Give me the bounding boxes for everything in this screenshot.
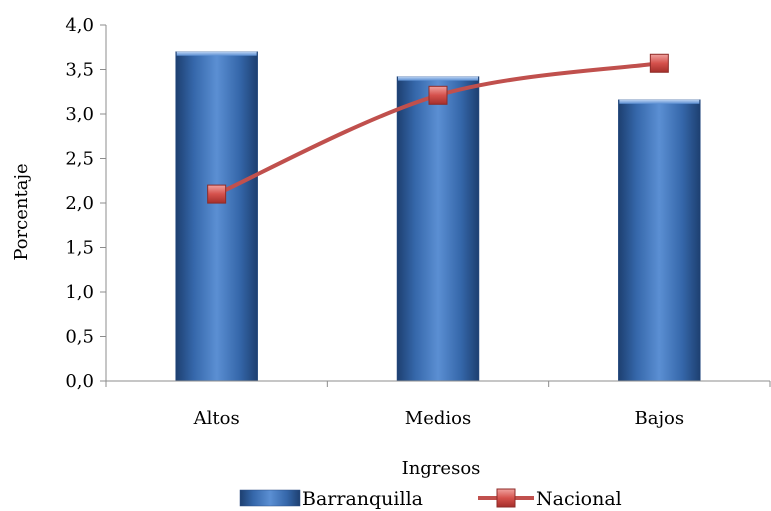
bar-medios [396, 76, 480, 382]
x-tick-label: Altos [193, 408, 240, 429]
y-tick-label: 1,5 [65, 238, 94, 259]
line-layer [207, 53, 669, 204]
bar-bajos [618, 99, 701, 382]
y-tick-label: 2,5 [65, 149, 94, 170]
y-tick-label: 0,5 [65, 327, 94, 348]
y-tick-label: 4,0 [65, 15, 94, 36]
y-tick-label: 0,0 [65, 371, 94, 392]
y-tick-label: 2,0 [65, 193, 94, 214]
nacional-point-medios [428, 85, 448, 105]
bar-highlight [176, 51, 257, 56]
bar-highlight [398, 76, 478, 81]
nacional-point-bajos [649, 53, 669, 73]
y-tick-label: 1,0 [65, 282, 94, 303]
y-tick-label: 3,0 [65, 104, 94, 125]
legend-label-barranquilla: Barranquilla [302, 488, 423, 510]
legend-swatch-barranquilla [239, 489, 301, 507]
y-axis-title: Porcentaje [11, 163, 32, 260]
x-axis-title: Ingresos [402, 458, 481, 479]
bar-altos [175, 51, 258, 382]
axes-layer: 0,0 0,5 1,0 1,5 2,0 2,5 3,0 3,5 4,0 Altos Medios Ba… [65, 15, 771, 429]
bar-highlight [619, 99, 700, 104]
legend-marker-nacional [496, 488, 516, 508]
legend: Barranquilla Nacional [239, 488, 622, 510]
nacional-point-altos [207, 184, 227, 204]
x-tick-label: Medios [405, 408, 471, 429]
y-tick-label: 3,5 [65, 60, 94, 81]
legend-label-nacional: Nacional [536, 488, 622, 510]
x-tick-label: Bajos [635, 408, 685, 429]
bars-layer [175, 51, 701, 382]
